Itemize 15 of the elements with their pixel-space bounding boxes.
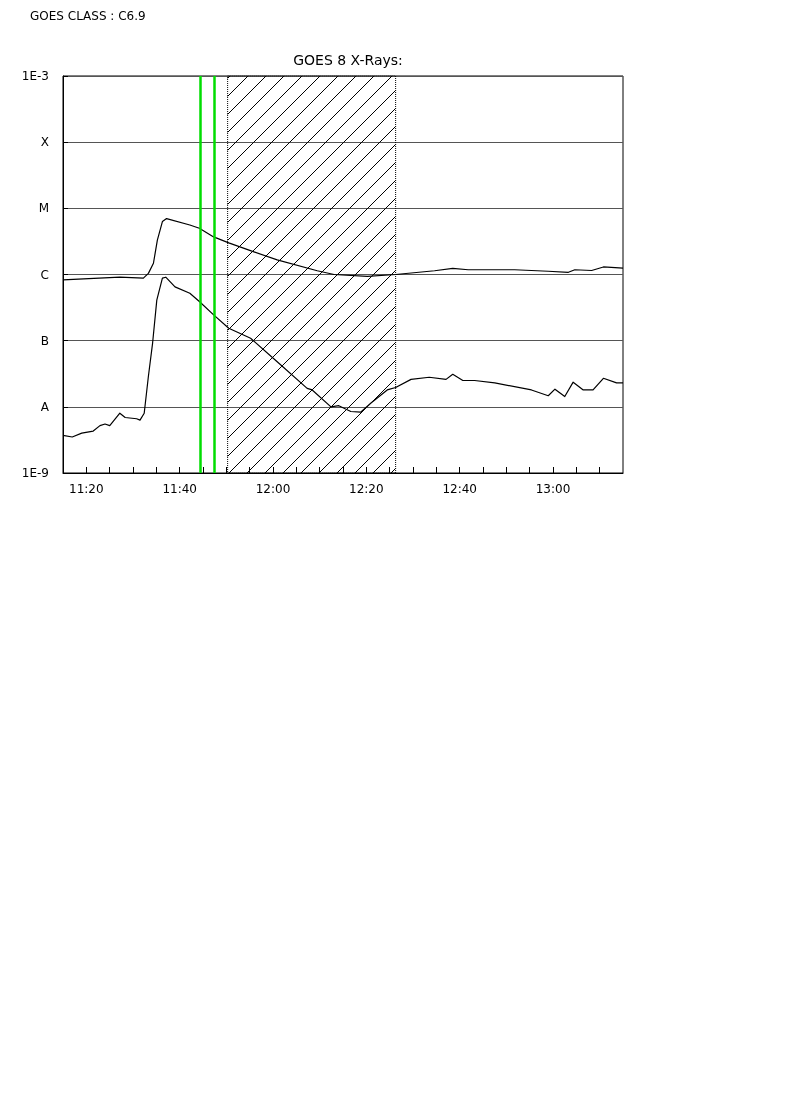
y-tick-label: C [40, 267, 49, 282]
x-tick-label: 11:20 [69, 482, 104, 496]
x-tick-label: 12:20 [349, 482, 384, 496]
x-tick-label: 12:40 [442, 482, 477, 496]
y-tick-label: X [40, 135, 49, 150]
x-tick-label: 12:00 [255, 482, 291, 496]
y-tick-label: 1E-9 [21, 466, 49, 480]
y-tick-label: 1E-3 [21, 69, 49, 83]
y-tick-label: A [40, 399, 50, 414]
y-tick-label: M [38, 201, 49, 216]
text: GOES CLASS : C6.9 [30, 9, 146, 23]
chart-title: GOES 8 X-Rays: [293, 52, 403, 68]
y-tick-label: B [40, 333, 49, 348]
x-tick-label: 11:40 [162, 482, 197, 496]
x-tick-label: 13:00 [535, 482, 571, 496]
